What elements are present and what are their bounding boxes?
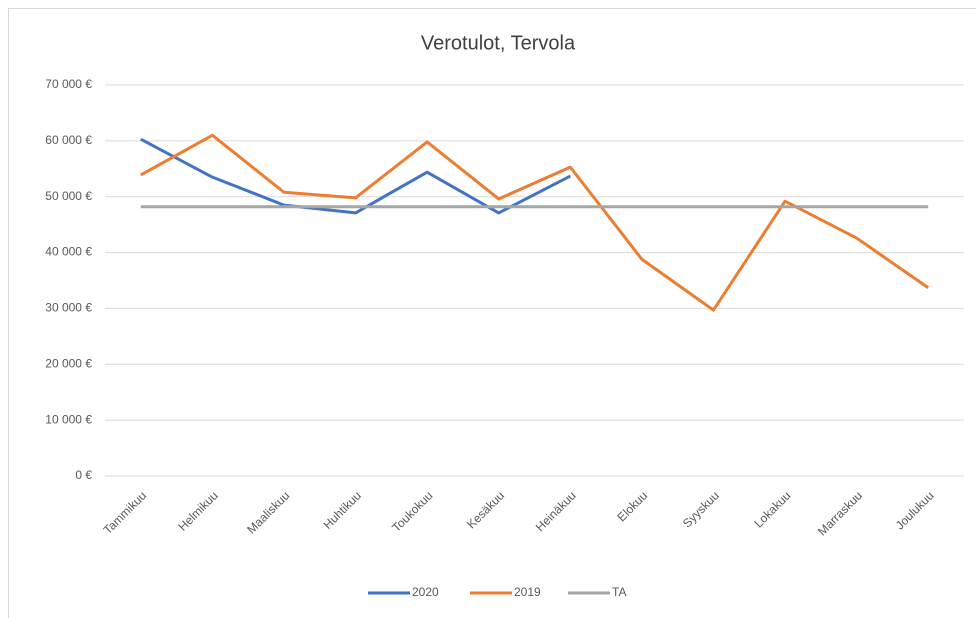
y-tick-label: 40 000 € (45, 245, 92, 259)
y-tick-label: 0 € (75, 468, 92, 482)
y-tick-label: 20 000 € (45, 356, 92, 370)
series-line (140, 137, 571, 215)
y-tick-label: 10 000 € (45, 412, 92, 426)
chart-frame (8, 8, 976, 618)
legend-label: TA (612, 585, 626, 599)
y-tick-label: 60 000 € (45, 133, 92, 147)
chart-title: Verotulot, Tervola (421, 32, 576, 54)
y-tick-label: 50 000 € (45, 189, 92, 203)
legend-label: 2019 (514, 585, 541, 599)
y-tick-label: 30 000 € (45, 301, 92, 315)
legend-label: 2020 (412, 585, 439, 599)
y-tick-label: 70 000 € (45, 77, 92, 91)
